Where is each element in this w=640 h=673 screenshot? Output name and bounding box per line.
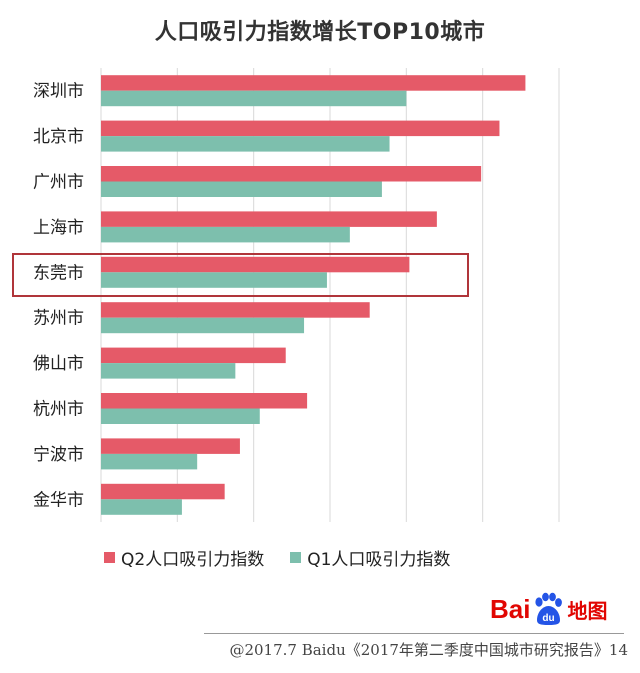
bar-q1-8 — [101, 453, 198, 470]
legend-swatch-q2 — [104, 552, 115, 563]
legend-item-q2: Q2人口吸引力指数 — [104, 545, 264, 570]
bar-q2-4 — [101, 256, 410, 273]
legend-label-q2: Q2人口吸引力指数 — [121, 550, 265, 570]
bar-q1-7 — [101, 408, 260, 424]
category-label-9: 金华市 — [33, 490, 84, 510]
baidu-map-logo: Bai du 地图 — [490, 589, 607, 629]
category-label-1: 北京市 — [33, 127, 84, 147]
legend-label-q1: Q1人口吸引力指数 — [307, 550, 451, 570]
category-label-3: 上海市 — [33, 218, 84, 238]
category-label-2: 广州市 — [33, 173, 84, 193]
footer-divider — [204, 633, 624, 634]
legend-swatch-q1 — [290, 552, 302, 563]
logo-text-bai: Bai — [490, 593, 531, 624]
category-label-4: 东莞市 — [33, 263, 84, 283]
category-label-6: 佛山市 — [33, 354, 84, 374]
category-label-7: 杭州市 — [33, 400, 84, 420]
bar-q1-1 — [101, 136, 390, 152]
bar-q2-2 — [101, 166, 482, 182]
bar-q1-9 — [101, 499, 182, 515]
bar-q1-0 — [101, 90, 407, 107]
legend: Q2人口吸引力指数 Q1人口吸引力指数 — [104, 545, 450, 570]
category-label-8: 宁波市 — [33, 445, 84, 465]
bar-q1-3 — [101, 226, 350, 243]
bar-q2-6 — [101, 347, 286, 364]
bar-q1-5 — [101, 317, 305, 334]
paw-icon: du — [535, 592, 563, 625]
bar-q1-6 — [101, 363, 236, 379]
bar-q1-4 — [101, 272, 327, 288]
footer-source: @2017.7 Baidu《2017年第二季度中国城市研究报告》14 — [229, 641, 628, 659]
bar-q1-2 — [101, 181, 382, 197]
bar-q2-8 — [101, 438, 240, 454]
bar-q2-5 — [101, 302, 370, 318]
bar-q2-1 — [101, 120, 500, 137]
legend-item-q1: Q1人口吸引力指数 — [290, 545, 450, 570]
highlight-box — [12, 253, 469, 297]
logo-text-map: 地图 — [567, 598, 608, 623]
bar-q2-9 — [101, 483, 225, 500]
bar-q2-7 — [101, 393, 308, 409]
bar-q2-3 — [101, 211, 437, 227]
category-label-0: 深圳市 — [33, 82, 84, 102]
bar-q2-0 — [101, 75, 526, 91]
category-label-5: 苏州市 — [33, 309, 84, 329]
logo-text-du: du — [543, 613, 555, 624]
chart-title: 人口吸引力指数增长TOP10城市 — [154, 20, 486, 45]
